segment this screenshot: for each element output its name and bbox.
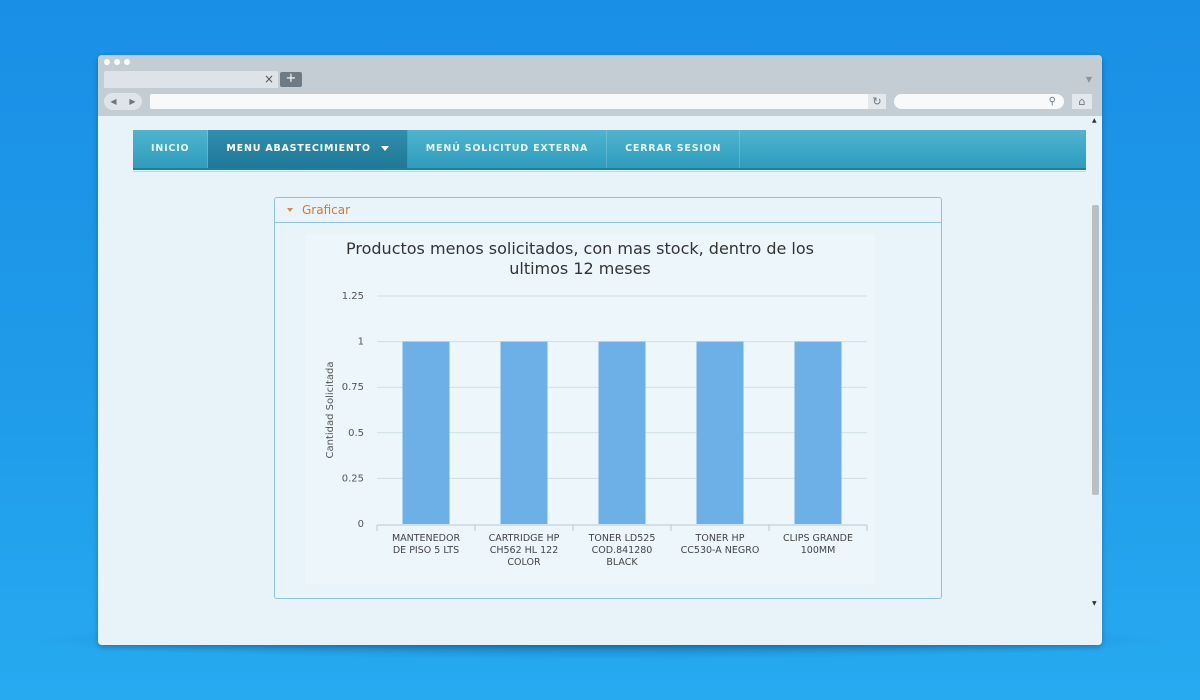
tab-list-chevron-icon[interactable]: ▼: [1085, 75, 1092, 84]
browser-titlebar: × + ▼: [98, 55, 1102, 88]
bar: [500, 341, 548, 524]
y-tick-label: 1: [358, 337, 364, 348]
x-tick-label: COLOR: [507, 557, 541, 568]
forward-icon[interactable]: ▶: [129, 97, 136, 106]
browser-tab[interactable]: ×: [104, 71, 278, 88]
menu-item-inicio[interactable]: INICIO: [133, 130, 209, 168]
x-tick-label: TONER LD525: [588, 533, 656, 544]
minimize-window-dot[interactable]: [114, 59, 120, 65]
menu-item-label: MENU ABASTECIMIENTO: [226, 143, 371, 154]
reload-icon[interactable]: ↻: [868, 94, 886, 109]
chart-title-line: ultimos 12 meses: [509, 259, 651, 278]
graph-panel: Graficar Productos menos solicitados, co…: [274, 197, 942, 599]
maximize-window-dot[interactable]: [124, 59, 130, 65]
bar-chart: Productos menos solicitados, con mas sto…: [325, 239, 868, 568]
menu-item-abastecimiento[interactable]: MENU ABASTECIMIENTO: [208, 130, 408, 168]
x-tick-label: TONER HP: [695, 533, 745, 544]
y-tick-label: 1.25: [342, 291, 364, 302]
window-controls: [104, 59, 130, 65]
browser-search-input[interactable]: ⚲: [894, 94, 1064, 109]
x-tick-label: DE PISO 5 LTS: [393, 545, 459, 556]
bar: [598, 341, 646, 524]
back-icon[interactable]: ◀: [110, 97, 117, 106]
scrollbar-thumb[interactable]: [1092, 205, 1099, 495]
bar: [696, 341, 744, 524]
menu-item-cerrar-sesion[interactable]: CERRAR SESION: [607, 130, 741, 168]
home-icon[interactable]: ⌂: [1072, 94, 1092, 109]
x-tick-label: BLACK: [606, 557, 638, 568]
chart-title-line: Productos menos solicitados, con mas sto…: [346, 239, 814, 258]
main-menu: INICIO MENU ABASTECIMIENTO MENÚ SOLICITU…: [133, 130, 1086, 170]
x-tick-label: CH562 HL 122: [490, 545, 559, 556]
x-tick-label: 100MM: [801, 545, 836, 556]
address-bar[interactable]: [150, 94, 886, 109]
caret-down-icon: [380, 146, 389, 151]
browser-toolbar: ◀ ▶ ↻ ⚲ ⌂: [98, 88, 1102, 116]
panel-title: Graficar: [302, 203, 351, 217]
panel-header[interactable]: Graficar: [275, 198, 941, 223]
bar: [402, 341, 450, 524]
y-axis-label: Cantidad Solicitada: [325, 362, 336, 459]
scroll-up-icon[interactable]: ▲: [1092, 117, 1097, 124]
new-tab-button[interactable]: +: [280, 72, 302, 87]
scroll-down-icon[interactable]: ▼: [1092, 600, 1097, 607]
x-tick-label: CC530-A NEGRO: [681, 545, 760, 556]
bar: [794, 341, 842, 524]
nav-buttons: ◀ ▶: [104, 93, 142, 110]
y-tick-label: 0.5: [348, 428, 364, 439]
x-tick-label: COD.841280: [592, 545, 653, 556]
close-window-dot[interactable]: [104, 59, 110, 65]
browser-window: × + ▼ ◀ ▶ ↻ ⚲ ⌂ ▲ ▼ INICIO MENU ABASTECI…: [98, 55, 1102, 645]
menu-item-solicitud-externa[interactable]: MENÚ SOLICITUD EXTERNA: [408, 130, 608, 168]
x-tick-label: CLIPS GRANDE: [783, 533, 853, 544]
chart-container: Productos menos solicitados, con mas sto…: [305, 234, 875, 584]
menu-divider: [133, 171, 1086, 172]
y-tick-label: 0.75: [342, 382, 364, 393]
x-tick-label: MANTENEDOR: [392, 533, 461, 544]
y-tick-label: 0.25: [342, 473, 364, 484]
close-tab-icon[interactable]: ×: [263, 72, 274, 86]
x-tick-label: CARTRIDGE HP: [489, 533, 560, 544]
collapse-caret-icon[interactable]: [287, 208, 293, 212]
search-icon: ⚲: [1048, 96, 1056, 107]
y-tick-label: 0: [358, 519, 364, 530]
